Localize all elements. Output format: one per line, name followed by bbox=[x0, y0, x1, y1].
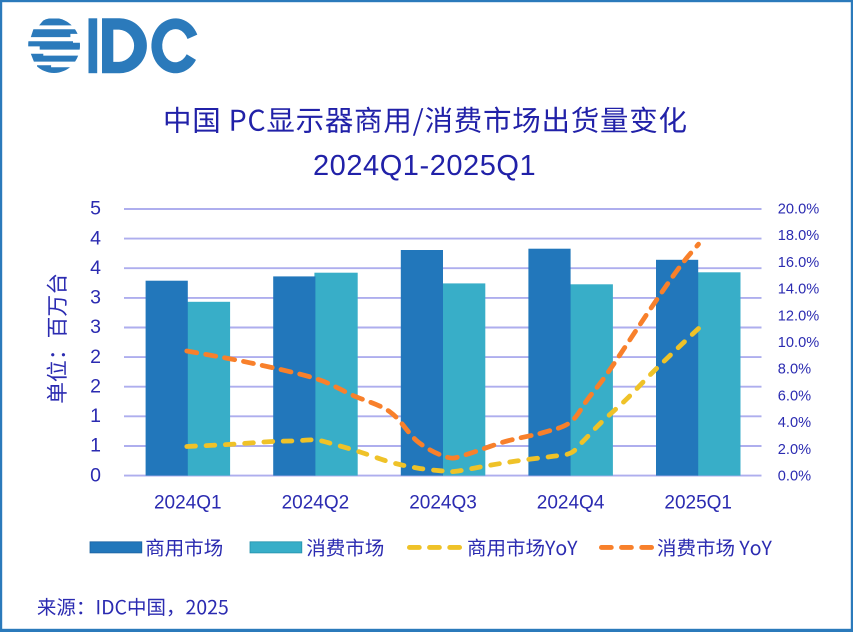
svg-text:2.0%: 2.0% bbox=[778, 442, 811, 458]
svg-text:2024Q3: 2024Q3 bbox=[409, 492, 477, 513]
svg-text:16.0%: 16.0% bbox=[778, 255, 819, 271]
svg-text:20.0%: 20.0% bbox=[778, 201, 819, 217]
svg-text:2: 2 bbox=[90, 375, 101, 397]
svg-text:18.0%: 18.0% bbox=[778, 228, 819, 244]
svg-text:2024Q1: 2024Q1 bbox=[154, 492, 222, 513]
svg-text:4.0%: 4.0% bbox=[778, 415, 811, 431]
svg-text:3: 3 bbox=[90, 316, 101, 338]
svg-text:1: 1 bbox=[90, 435, 101, 457]
svg-text:2: 2 bbox=[90, 346, 101, 368]
svg-text:6.0%: 6.0% bbox=[778, 389, 811, 405]
svg-text:10.0%: 10.0% bbox=[778, 335, 819, 351]
svg-text:2025Q1: 2025Q1 bbox=[664, 492, 732, 513]
svg-text:14.0%: 14.0% bbox=[778, 282, 819, 298]
svg-text:0.0%: 0.0% bbox=[778, 469, 811, 485]
svg-text:2024Q2: 2024Q2 bbox=[282, 492, 350, 513]
svg-text:0: 0 bbox=[90, 464, 101, 486]
svg-text:4: 4 bbox=[90, 257, 101, 279]
svg-text:1: 1 bbox=[90, 405, 101, 427]
svg-text:2024Q1-2025Q1: 2024Q1-2025Q1 bbox=[313, 150, 536, 182]
svg-text:12.0%: 12.0% bbox=[778, 308, 819, 324]
svg-text:2024Q4: 2024Q4 bbox=[537, 492, 605, 513]
svg-text:8.0%: 8.0% bbox=[778, 362, 811, 378]
svg-text:4: 4 bbox=[90, 227, 101, 249]
svg-text:3: 3 bbox=[90, 287, 101, 309]
svg-text:5: 5 bbox=[90, 198, 101, 220]
